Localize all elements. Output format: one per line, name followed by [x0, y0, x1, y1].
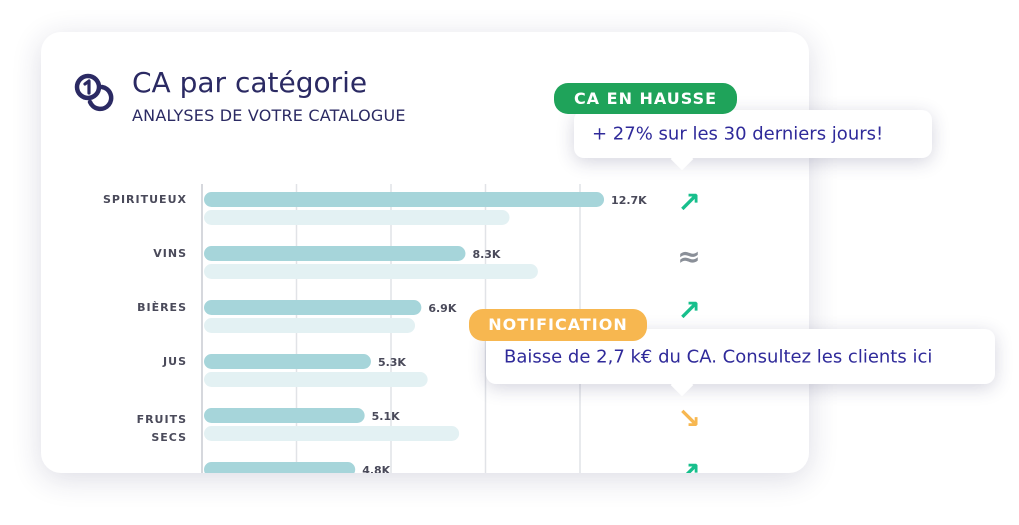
bar-previous: [204, 372, 428, 387]
category-label: BIÈRES: [137, 301, 187, 314]
bar-current: [204, 300, 422, 315]
trend-up-icon: ↗: [677, 294, 700, 327]
trend-down-icon: ↘: [677, 402, 700, 435]
trend-flat-icon: ≈: [677, 240, 700, 273]
bar-previous: [204, 318, 416, 333]
notification-message: Baisse de 2,7 k€ du CA. Consultez les cl…: [504, 346, 933, 367]
bar-current: [204, 246, 466, 261]
sales-up-badge: CA EN HAUSSE: [554, 83, 737, 114]
notification-badge: NOTIFICATION: [469, 309, 647, 341]
data-label: 6.9K: [428, 302, 456, 315]
bar-current: [204, 192, 605, 207]
data-label: 12.7K: [611, 194, 647, 207]
data-label: 5.3K: [378, 356, 406, 369]
category-label: JUS: [163, 355, 187, 368]
data-label: 4.8K: [362, 464, 390, 473]
bar-previous: [204, 426, 460, 441]
coins-icon: [74, 73, 114, 112]
sales-up-message: + 27% sur les 30 derniers jours!: [592, 123, 884, 145]
chart-subtitle: ANALYSES DE VOTRE CATALOGUE: [132, 106, 406, 125]
bar-chart: 12.7K ↗ 8.3K ≈6.9K ↗ 5.3K 5.1K ↘ 4.8K ↗: [201, 184, 701, 473]
bar-previous: [204, 210, 510, 225]
category-label: VINS: [153, 247, 187, 260]
trend-up-icon: ↗: [677, 186, 700, 219]
data-label: 5.1K: [372, 410, 400, 423]
bar-current: [204, 462, 356, 473]
sales-up-popup[interactable]: + 27% sur les 30 derniers jours!: [574, 110, 932, 158]
bar-previous: [204, 264, 538, 279]
category-label: FRUITS SECS: [136, 413, 187, 444]
data-label: 8.3K: [472, 248, 500, 261]
category-label: SPIRITUEUX: [102, 193, 187, 206]
bar-current: [204, 354, 371, 369]
trend-up-icon: ↗: [677, 456, 700, 473]
bar-current: [204, 408, 365, 423]
notification-popup[interactable]: Baisse de 2,7 k€ du CA. Consultez les cl…: [486, 329, 995, 384]
chart-title: CA par catégorie: [132, 66, 368, 99]
